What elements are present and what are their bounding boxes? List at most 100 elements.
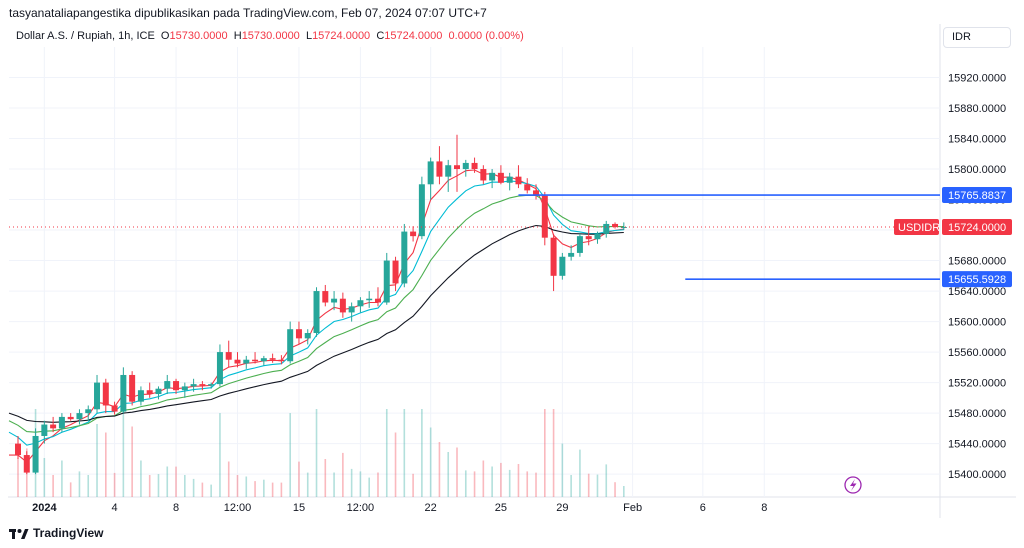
volume-bar — [219, 413, 221, 497]
footer-brand[interactable]: TradingView — [9, 526, 103, 540]
volume-bar — [403, 409, 406, 497]
volume-bar — [438, 442, 441, 497]
candle-body — [208, 384, 215, 386]
x-tick-label: Feb — [623, 502, 642, 514]
volume-bar — [17, 458, 19, 497]
candle-body — [603, 223, 610, 234]
candle-body — [550, 237, 557, 276]
volume-bar — [254, 481, 256, 497]
candle-body — [322, 291, 329, 303]
volume-bar — [140, 460, 142, 497]
tradingview-logo-icon — [9, 529, 29, 539]
volume-bar — [69, 482, 72, 497]
candle-series — [15, 134, 627, 475]
symbol-legend: Dollar A.S. / Rupiah, 1h, ICE O15730.000… — [16, 30, 524, 42]
y-tick-label: 15880.0000 — [948, 103, 1006, 115]
y-tick-label: 15560.0000 — [948, 347, 1006, 359]
candle-body — [480, 169, 487, 181]
volume-bar — [166, 466, 169, 497]
x-tick-label: 8 — [761, 502, 767, 514]
candle-body — [23, 455, 30, 473]
volume-bar — [131, 426, 133, 497]
candle-body — [489, 172, 496, 181]
volume-bar — [342, 452, 344, 497]
volume-bar — [517, 464, 520, 497]
volume-bar — [377, 472, 379, 497]
volume-bar — [245, 476, 248, 497]
candle-body — [129, 374, 136, 402]
volume-bar — [579, 449, 581, 497]
volume-bar — [52, 475, 54, 497]
y-tick-label: 15400.0000 — [948, 469, 1006, 481]
candle-body — [252, 359, 259, 362]
y-tick-label: 15440.0000 — [948, 439, 1006, 451]
candle-body — [102, 382, 109, 406]
symbol-tag-label: USDIDR — [898, 222, 940, 234]
legend-high-value: 15730.0000 — [241, 30, 300, 42]
candle-body — [41, 424, 48, 436]
volume-bar — [96, 424, 98, 497]
volume-bar — [500, 462, 502, 497]
x-tick-label: 12:00 — [224, 502, 252, 514]
candle-body — [243, 359, 250, 364]
symbol-tag — [894, 219, 939, 235]
candle-body — [94, 382, 101, 410]
legend-change: 0.0000 (0.00%) — [448, 30, 524, 42]
candle-body — [471, 162, 478, 170]
volume-bar — [570, 475, 572, 497]
candle-body — [612, 223, 619, 227]
volume-bar — [175, 466, 177, 497]
volume-bar — [614, 482, 616, 497]
candle-body — [304, 333, 311, 339]
x-tick-label: 15 — [293, 502, 305, 514]
x-tick-label: 4 — [112, 502, 118, 514]
level-price-label: 15655.5928 — [948, 274, 1006, 286]
volume-bar — [350, 468, 353, 497]
volume-bar — [113, 472, 116, 497]
candle-body — [515, 176, 522, 185]
volume-bar — [43, 458, 46, 497]
candle-body — [576, 236, 583, 253]
candle-body — [260, 358, 267, 362]
y-tick-label: 15600.0000 — [948, 317, 1006, 329]
legend-open-label: O — [160, 30, 170, 42]
legend-close-value: 15724.0000 — [384, 30, 443, 42]
candle-body — [331, 298, 338, 303]
volume-bar — [227, 461, 230, 497]
volume-bar — [289, 413, 291, 497]
candle-body — [155, 388, 162, 395]
volume-bar — [298, 461, 300, 497]
volume-bar — [359, 471, 362, 497]
volume-bar — [148, 475, 151, 497]
candle-body — [199, 384, 206, 386]
volume-bar — [184, 475, 186, 497]
x-tick-label: 22 — [425, 502, 437, 514]
candle-body — [392, 260, 399, 284]
candle-body — [445, 165, 452, 177]
candle-body — [164, 381, 171, 389]
legend-close-label: C — [376, 30, 385, 42]
volume-bar — [385, 409, 388, 497]
level-price-tag — [942, 187, 1012, 204]
volume-bar — [456, 447, 458, 497]
legend-low-value: 15724.0000 — [312, 30, 371, 42]
volume-bar — [447, 452, 450, 497]
volume-bar — [122, 409, 125, 497]
y-tick-label: 15680.0000 — [948, 256, 1006, 268]
y-tick-label: 15800.0000 — [948, 164, 1006, 176]
last-price-label: 15724.0000 — [948, 222, 1006, 234]
volume-bar — [306, 472, 309, 497]
x-tick-label: 25 — [495, 502, 507, 514]
candle-body — [146, 390, 153, 395]
volume-bar — [192, 478, 195, 497]
volume-bar — [210, 484, 212, 497]
volume-bar — [587, 473, 590, 497]
candle-body — [173, 381, 180, 391]
currency-selector[interactable]: IDR — [943, 27, 1011, 48]
ma-long-line — [8, 224, 624, 423]
candle-body — [497, 172, 504, 183]
volume-bar — [473, 471, 476, 497]
volume-bar — [333, 472, 335, 497]
candle-body — [462, 162, 469, 170]
